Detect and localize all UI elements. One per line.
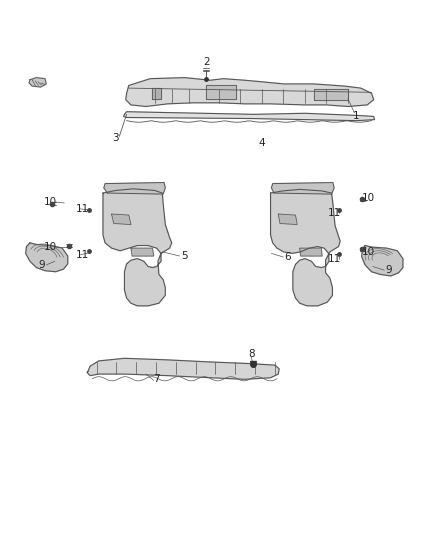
Text: 10: 10: [43, 242, 57, 252]
Polygon shape: [87, 358, 279, 379]
Polygon shape: [29, 78, 46, 87]
Polygon shape: [112, 214, 131, 224]
Polygon shape: [126, 78, 374, 107]
Text: 8: 8: [248, 349, 254, 359]
Polygon shape: [300, 248, 322, 256]
Text: 1: 1: [353, 111, 360, 121]
Polygon shape: [271, 189, 340, 306]
Polygon shape: [314, 89, 348, 100]
Text: 10: 10: [361, 247, 374, 257]
Polygon shape: [278, 214, 297, 224]
Polygon shape: [206, 85, 236, 99]
Text: 11: 11: [328, 208, 341, 218]
Text: 3: 3: [112, 133, 118, 143]
Text: 7: 7: [153, 374, 160, 384]
Text: 10: 10: [361, 193, 374, 203]
Text: 6: 6: [284, 252, 291, 262]
Text: 11: 11: [76, 204, 89, 214]
Text: 9: 9: [39, 260, 45, 270]
Text: 10: 10: [43, 197, 57, 207]
Polygon shape: [131, 248, 154, 256]
Polygon shape: [124, 112, 374, 120]
Polygon shape: [103, 189, 172, 306]
Polygon shape: [272, 183, 334, 194]
Text: 5: 5: [181, 251, 188, 261]
Text: 4: 4: [259, 138, 265, 148]
Text: 9: 9: [385, 265, 392, 275]
Polygon shape: [104, 183, 165, 194]
Text: 11: 11: [328, 254, 341, 264]
Polygon shape: [26, 243, 68, 272]
Text: 2: 2: [203, 57, 209, 67]
Polygon shape: [152, 88, 161, 99]
Text: 11: 11: [76, 250, 89, 260]
Polygon shape: [362, 246, 403, 276]
